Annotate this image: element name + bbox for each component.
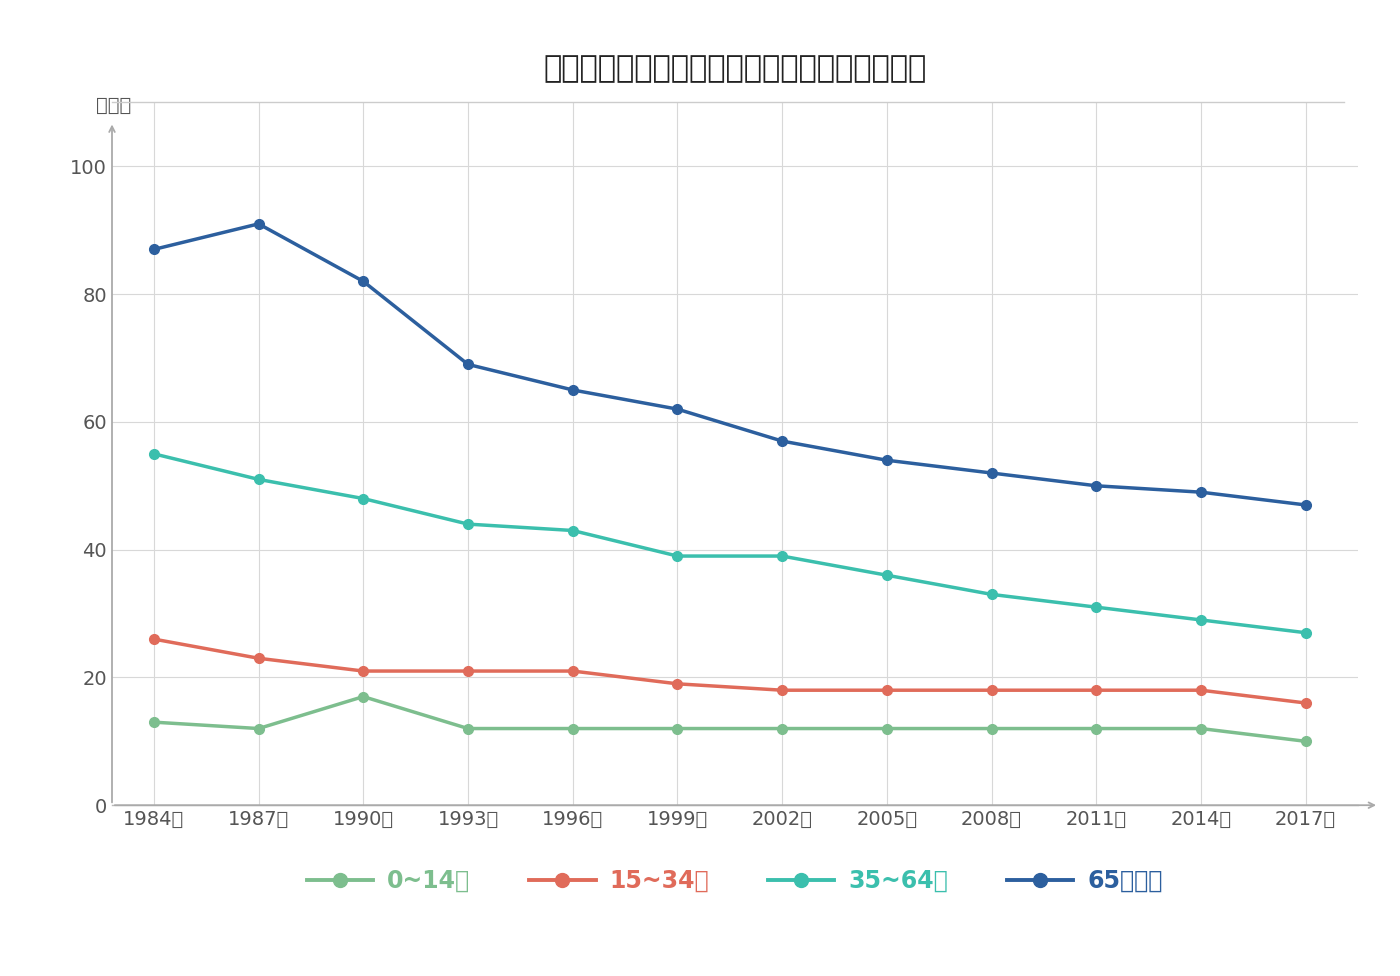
- Title: 年齢階級別退院患者の平均在院日数の年次推移: 年齢階級別退院患者の平均在院日数の年次推移: [543, 55, 927, 84]
- Text: （日）: （日）: [97, 97, 132, 115]
- Legend: 0~14歳, 15~34歳, 35~64歳, 65歳以上: 0~14歳, 15~34歳, 35~64歳, 65歳以上: [298, 860, 1172, 903]
